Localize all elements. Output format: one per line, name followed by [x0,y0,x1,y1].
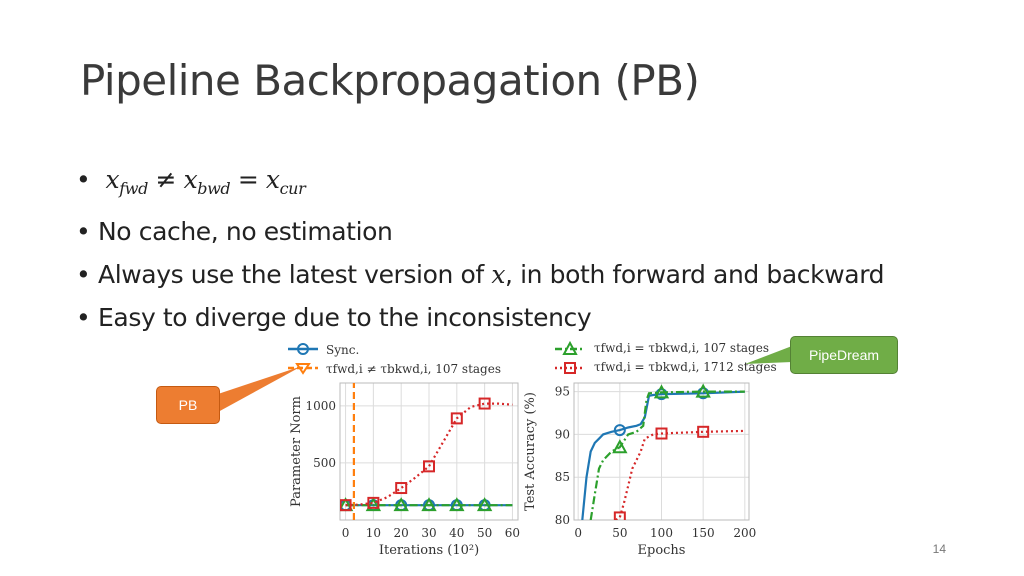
x-axis-label: Epochs [638,543,686,558]
x-tick-label: 150 [692,526,715,540]
data-point [476,497,493,512]
x-tick-label: 50 [477,526,492,540]
x-tick-label: 0 [342,526,350,540]
bullet-latest-version: Always use the latest version of x, in b… [76,253,885,296]
var-x-cur: x [265,165,280,194]
bullet-diverge: Easy to diverge due to the inconsistency [76,296,884,339]
pipedream-callout-pointer [745,346,792,364]
x-tick-label: 0 [574,526,582,540]
y-tick-label: 90 [555,427,570,441]
chart-parameter-norm: 0 10 20 30 40 50 60 500 1000 Iterations (10²) Para… [289,382,520,558]
series-line [589,390,745,520]
sub-cur: cur [279,179,306,198]
slide-title: Pipeline Backpropagation (PB) [80,56,700,105]
legend-tau-1712-label: τfwd,i = τbkwd,i, 1712 stages [594,360,777,374]
data-point [367,496,380,509]
data-point [613,424,626,437]
data-point [695,383,711,398]
op-eq: = [237,165,259,194]
var-x-fwd: x [105,165,120,194]
x-tick-label: 30 [421,526,436,540]
series-3 [340,397,513,512]
x-tick-label: 20 [394,526,409,540]
bullet-no-cache-text: No cache, no estimation [98,217,393,246]
x-tick-label: 10 [366,526,381,540]
y-tick-label: 1000 [305,399,336,413]
data-point [423,460,435,473]
plot-frame [573,382,750,521]
var-x: x [491,260,506,289]
data-point [340,499,352,512]
data-point [421,497,437,512]
bullet-diverge-text: Easy to diverge due to the inconsistency [98,303,592,332]
bullet-equation: xfwd ≠ xbwd = xcur [76,158,884,210]
y-tick-label: 80 [555,513,570,527]
legend-right: τfwd,i = τbkwd,i, 107 stages τfwd,i = τb… [555,340,777,374]
sub-fwd: fwd [119,179,148,198]
bullet-latest-pre: Always use the latest version of [98,260,492,289]
y-axis-label: Parameter Norm [289,396,304,507]
x-axis-label: Iterations (10²) [379,543,479,558]
data-point [449,497,465,512]
series-2 [340,497,513,512]
sub-bwd: bwd [197,179,231,198]
page-number: 14 [932,542,946,556]
legend-tau-107-label: τfwd,i = τbkwd,i, 107 stages [594,341,769,355]
x-tick-label: 200 [733,526,756,540]
legend-sync-label: Sync. [326,343,359,357]
x-tick-label: 40 [449,526,464,540]
pipedream-callout: PipeDream [790,336,898,374]
chart-test-accuracy: 0 50 100 150 200 80 85 90 95 Epochs Test Accuracy … [523,382,756,558]
legend-left: Sync. τfwd,i ≠ τbkwd,i, 107 stages [288,343,501,376]
plot-frame [339,382,519,521]
x-tick-label: 60 [505,526,520,540]
data-point [653,384,670,399]
data-point [450,412,463,425]
y-tick-label: 95 [555,385,570,399]
data-point [655,427,668,440]
data-point [395,482,408,495]
data-point [612,439,628,454]
data-point [393,497,409,512]
bullet-latest-post: , in both forward and backward [505,260,885,289]
series-1 [589,383,745,520]
data-point [365,497,382,512]
data-point [697,425,710,438]
pb-callout-label: PB [178,397,198,413]
y-axis-label: Test Accuracy (%) [523,392,538,511]
pipedream-callout-label: PipeDream [808,347,880,363]
y-tick-label: 500 [313,456,336,470]
op-neq: ≠ [155,165,177,194]
y-tick-label: 85 [555,470,570,484]
x-tick-label: 50 [612,526,627,540]
bullet-list: xfwd ≠ xbwd = xcur No cache, no estimati… [76,158,885,339]
series-line [615,429,745,520]
legend-tau-neq-label: τfwd,i ≠ τbkwd,i, 107 stages [326,362,501,376]
var-x-bwd: x [183,165,198,194]
data-point [478,397,491,410]
data-point [613,511,626,520]
series-2 [613,425,745,520]
x-tick-label: 100 [650,526,673,540]
series-0 [581,387,745,520]
bullet-no-cache: No cache, no estimation [76,210,884,253]
pb-callout-pointer [218,366,302,412]
pb-callout: PB [156,386,220,424]
